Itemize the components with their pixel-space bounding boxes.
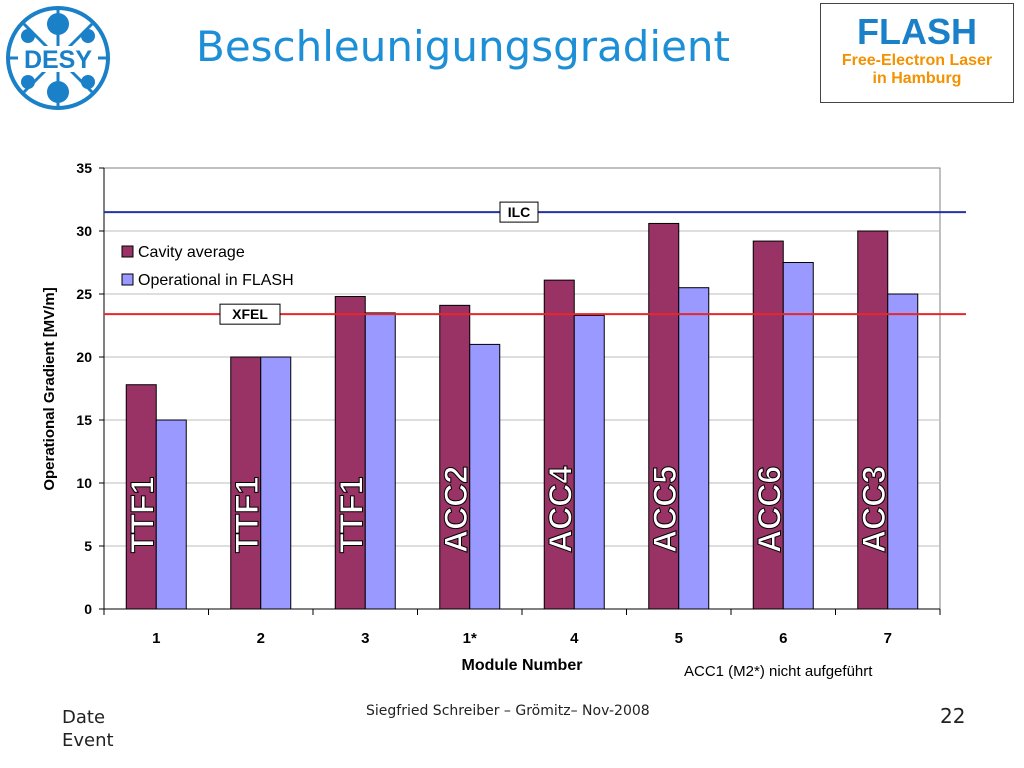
bar (782, 262, 814, 610)
flash-subtitle-line1: Free-Electron Laser (841, 52, 993, 69)
footer-date: Date (62, 707, 106, 728)
flash-logo-box: FLASH Free-Electron Laser in Hamburg (820, 3, 1014, 103)
y-tick-label: 5 (84, 538, 92, 554)
legend-swatch (121, 273, 134, 286)
flash-subtitle-line2: in Hamburg (872, 70, 962, 87)
bar (125, 384, 157, 610)
bar (364, 312, 396, 610)
reference-label-box (219, 303, 281, 325)
bar-label: TTF1 (125, 477, 161, 553)
x-tick-label: 2 (257, 630, 265, 647)
bar (678, 287, 710, 610)
x-tick-label: 1 (152, 630, 160, 647)
footer-author: Siegfried Schreiber – Grömitz– Nov-2008 (366, 703, 650, 719)
gradient-bar-chart: 0 5 10 15 20 25 30 35 1 TTF1 2 TTF1 3 TTF1 1* ACC2 4 ACC4… (41, 160, 966, 680)
y-tick-label: 25 (76, 286, 92, 302)
reference-label: XFEL (232, 306, 268, 322)
y-axis-title: Operational Gradient [MV/m] (41, 287, 58, 490)
x-axis-title: Module Number (462, 657, 583, 674)
bar (439, 304, 471, 610)
bar (857, 230, 889, 610)
bar (543, 279, 575, 610)
x-tick-label: 1* (463, 630, 477, 647)
bar-label: TTF1 (334, 477, 370, 553)
bar (469, 343, 501, 610)
y-tick-label: 20 (76, 349, 92, 365)
footer-date-event: Date Event (62, 706, 114, 752)
legend-label: Operational in FLASH (138, 272, 294, 289)
bar-label: ACC6 (752, 466, 788, 553)
desy-logo-text: DESY (24, 46, 92, 74)
bar-label: ACC3 (856, 466, 892, 553)
legend-label: Cavity average (138, 244, 245, 261)
reference-label: ILC (508, 204, 531, 220)
y-tick-label: 10 (76, 475, 92, 491)
bar (260, 356, 292, 610)
y-tick-label: 15 (76, 412, 92, 428)
chart-note: ACC1 (M2*) nicht aufgeführt (684, 663, 873, 680)
bar-label: ACC5 (647, 466, 683, 553)
bar (155, 419, 187, 610)
flash-title: FLASH (857, 11, 977, 52)
bar-label: ACC4 (543, 466, 579, 553)
x-tick-label: 4 (570, 630, 579, 647)
x-tick-label: 3 (361, 630, 369, 647)
y-tick-label: 30 (76, 223, 92, 239)
page-number: 22 (940, 704, 966, 728)
legend-swatch (121, 245, 134, 258)
bar (334, 296, 366, 610)
y-tick-label: 35 (76, 160, 92, 176)
bar-label: ACC2 (438, 466, 474, 553)
y-tick-label: 0 (84, 601, 92, 617)
slide-title: Beschleunigungsgradient (196, 22, 731, 71)
reference-label-box (499, 201, 539, 223)
x-tick-label: 7 (884, 630, 892, 647)
bar-label: TTF1 (229, 477, 265, 553)
bar (573, 314, 605, 610)
footer-event: Event (62, 730, 114, 751)
x-tick-label: 6 (779, 630, 787, 647)
bar (887, 293, 919, 610)
desy-logo: DESY (6, 6, 110, 110)
x-tick-label: 5 (675, 630, 683, 647)
